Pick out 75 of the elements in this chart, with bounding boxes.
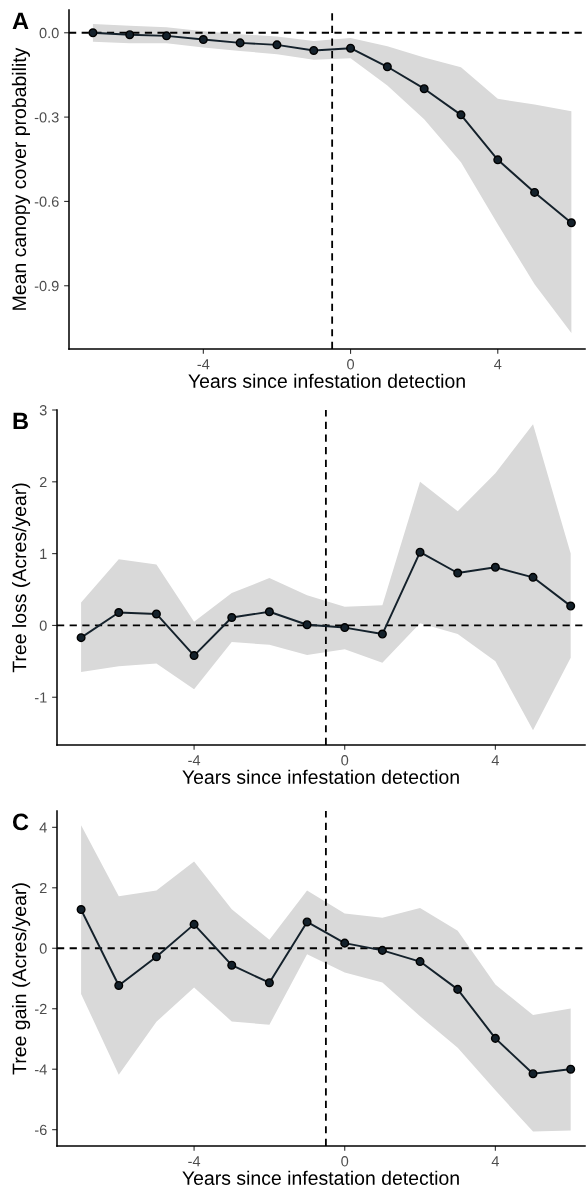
point [566, 601, 576, 611]
point [227, 613, 237, 623]
x-tick-label: 0 [341, 755, 349, 766]
point [377, 629, 387, 639]
point [264, 978, 274, 988]
point [493, 155, 503, 165]
y-tick-label: -0.6 [34, 196, 59, 207]
y-tick-label: -6 [34, 1124, 47, 1136]
point [309, 45, 319, 55]
x-tick-label: -4 [197, 359, 210, 370]
y-tick-label: 2 [39, 882, 47, 894]
x-tick-label: 0 [347, 359, 355, 370]
chart-title: B [13, 412, 28, 430]
point [340, 623, 350, 633]
chart-title: A [12, 12, 29, 30]
point [189, 919, 199, 929]
y-axis-title: Tree loss (Acres/year) [12, 483, 31, 673]
point [302, 917, 312, 927]
x-tick-label: 4 [494, 359, 502, 370]
x-tick-label: -4 [188, 1156, 201, 1167]
x-axis-title: Years since infestation detection [182, 769, 459, 784]
point [227, 960, 237, 970]
y-axis-title: Tree gain (Acres/year) [12, 883, 31, 1075]
y-tick-label: 4 [39, 822, 47, 833]
x-axis-title: Years since infestation detection [182, 1170, 459, 1185]
point [419, 84, 429, 94]
y-tick-label: -1 [34, 692, 47, 703]
point [151, 952, 161, 962]
point [453, 568, 463, 578]
x-tick-label: 4 [491, 1156, 499, 1167]
point [415, 957, 425, 967]
x-tick-label: 4 [491, 755, 499, 766]
point [456, 110, 466, 120]
point [114, 607, 124, 618]
y-tick-label: -4 [34, 1064, 47, 1075]
point [415, 547, 425, 557]
point [235, 38, 245, 48]
point [528, 1069, 538, 1079]
y-tick-label: 1 [40, 548, 47, 559]
point [490, 1033, 500, 1043]
point [264, 607, 274, 617]
y-tick-label: 2 [39, 476, 47, 488]
chart-title: C [12, 813, 29, 831]
y-tick-label: -0.3 [34, 112, 59, 123]
point [490, 562, 500, 572]
point [566, 218, 576, 228]
y-tick-label: 0.0 [39, 27, 59, 39]
point [88, 28, 98, 38]
point [528, 572, 538, 582]
point [453, 984, 463, 994]
point [302, 620, 312, 630]
x-tick-label: -4 [188, 755, 201, 766]
point [114, 980, 124, 990]
y-tick-label: -0.9 [34, 280, 59, 292]
point [530, 187, 540, 197]
point [377, 945, 387, 955]
point [198, 35, 208, 45]
point [125, 30, 135, 40]
point [340, 938, 350, 948]
y-tick-label: 0 [39, 620, 47, 631]
x-tick-label: 0 [341, 1156, 349, 1167]
x-axis-title: Years since infestation detection [188, 373, 465, 388]
point [162, 31, 172, 41]
point [189, 651, 199, 661]
point [76, 905, 86, 915]
point [382, 62, 392, 72]
y-tick-label: 3 [39, 405, 47, 416]
y-axis-title: Mean canopy cover probability [11, 47, 30, 310]
y-tick-label: -2 [34, 1003, 47, 1015]
y-tick-label: 0 [39, 943, 47, 954]
point [566, 1064, 576, 1074]
point [76, 633, 86, 643]
point [272, 40, 282, 50]
point [151, 609, 161, 619]
point [346, 43, 356, 53]
